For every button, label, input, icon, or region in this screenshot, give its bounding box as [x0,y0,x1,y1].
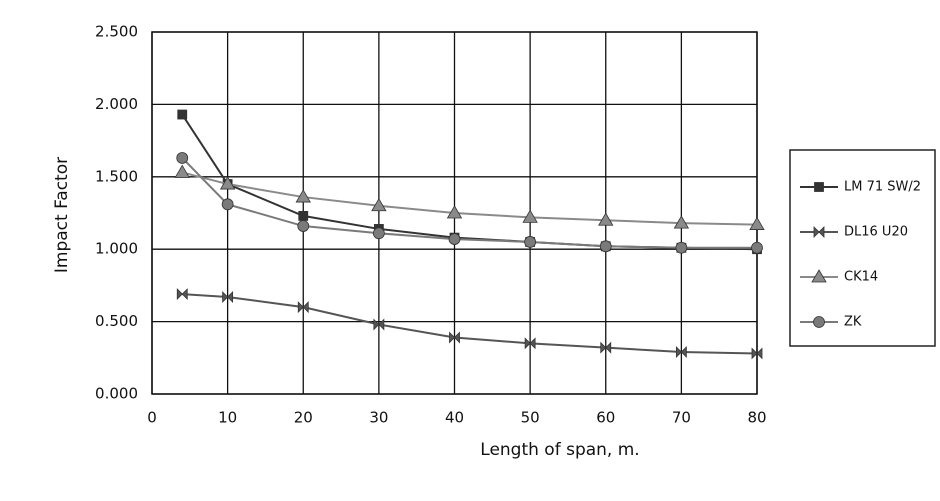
data-point [446,205,463,219]
data-point [297,301,309,314]
data-point [295,189,311,203]
x-tick-label: 10 [218,409,237,427]
data-point [222,291,234,303]
data-point [673,215,690,229]
legend-label: CK14 [844,270,878,285]
data-point [298,210,309,221]
x-tick-label: 30 [369,409,388,427]
data-point [675,241,688,254]
data-point [749,216,765,230]
y-tick-label: 0.000 [95,385,138,403]
data-point [599,240,612,253]
x-tick-label: 60 [596,409,615,427]
legend-label: ZK [844,315,862,330]
y-tick-label: 2.500 [95,23,138,41]
data-point [524,337,536,350]
data-point [598,212,614,226]
x-tick-label: 0 [147,409,157,427]
y-tick-label: 1.500 [95,167,138,185]
x-tick-label: 50 [521,409,540,427]
legend-marker [813,226,825,238]
data-point [751,241,763,254]
data-point [174,164,190,178]
legend-marker [814,182,824,192]
data-point [219,176,236,190]
data-point [176,288,188,301]
data-point [177,109,188,120]
x-tick-label: 40 [445,409,464,427]
x-tick-label: 80 [747,409,766,427]
x-tick-label: 70 [672,409,691,427]
y-tick-label: 2.000 [95,95,138,113]
data-point [371,197,387,212]
legend-label: LM 71 SW/2 [844,180,921,195]
legend-marker [813,316,825,328]
data-point [522,209,538,223]
x-tick-label: 20 [294,409,313,427]
data-point [675,346,687,358]
x-axis-label: Length of span, m. [480,440,639,460]
legend-marker [811,269,827,283]
y-tick-label: 1.000 [95,240,138,258]
data-point [221,198,234,211]
legend-label: DL16 U20 [844,225,908,240]
data-point [524,236,537,248]
data-point [373,318,385,331]
data-point [449,331,460,344]
data-point [297,220,310,232]
y-axis-label: Impact Factor [52,157,72,273]
data-point [448,233,461,245]
data-point [372,227,385,240]
y-tick-label: 0.500 [95,312,138,330]
data-point [751,347,763,360]
data-point [600,341,612,354]
data-point [176,152,189,164]
